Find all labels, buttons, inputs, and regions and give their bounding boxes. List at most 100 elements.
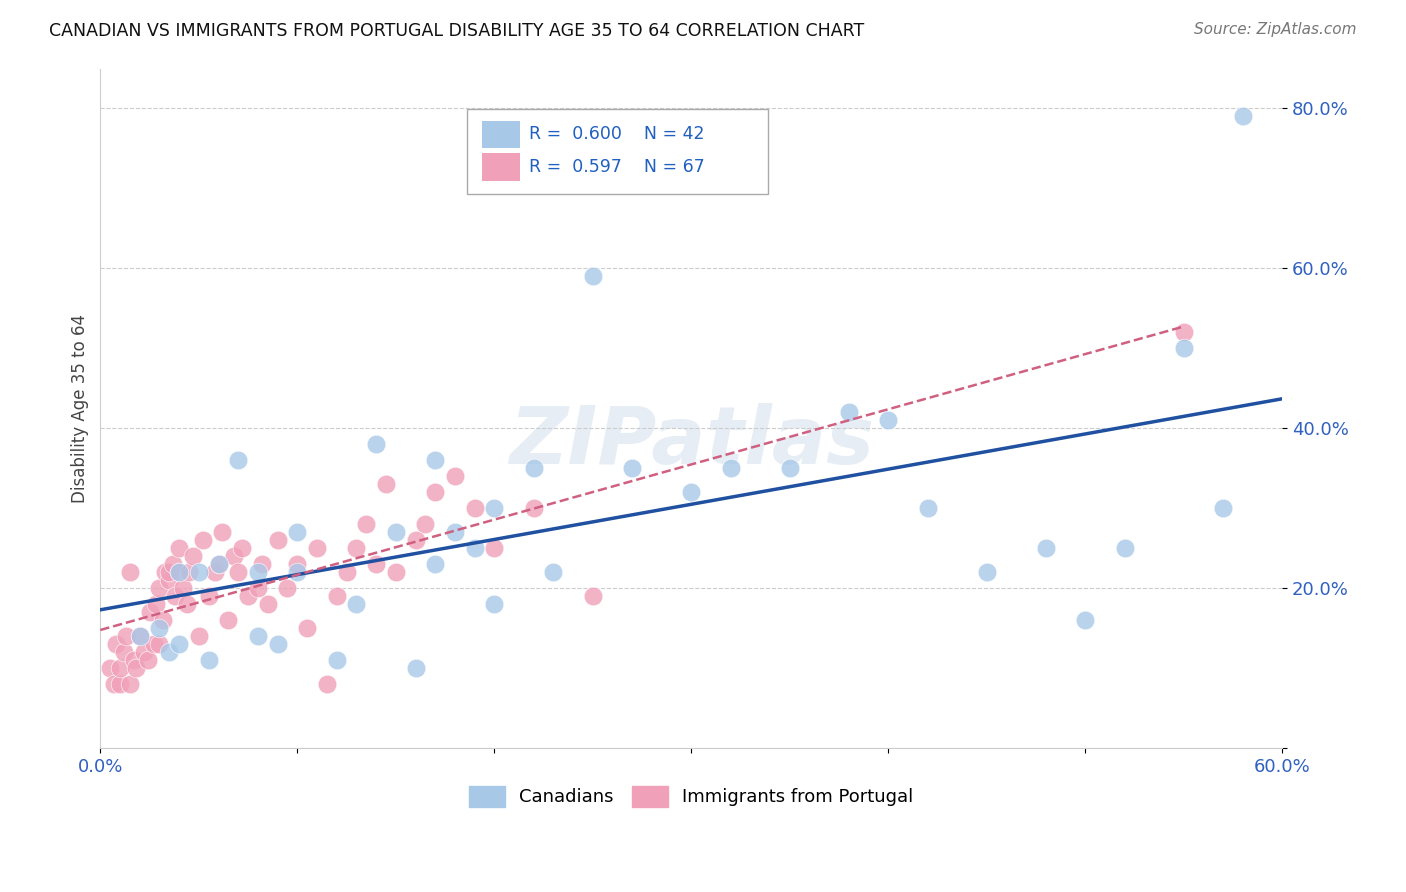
Point <box>523 461 546 475</box>
Point <box>226 453 249 467</box>
Point <box>108 677 131 691</box>
Point <box>1114 541 1136 556</box>
Point <box>103 677 125 691</box>
Point <box>315 677 337 691</box>
Point <box>176 597 198 611</box>
Point <box>779 461 801 475</box>
Point <box>295 621 318 635</box>
Point <box>191 533 214 548</box>
Point <box>681 485 703 500</box>
Point <box>720 461 742 475</box>
Point <box>256 597 278 611</box>
Point <box>108 661 131 675</box>
Point <box>162 557 184 571</box>
Point <box>231 541 253 556</box>
Point <box>444 469 467 483</box>
Bar <box>482 153 520 181</box>
Point <box>385 565 408 579</box>
Bar <box>482 120 520 148</box>
Point <box>132 645 155 659</box>
Point <box>148 621 170 635</box>
Point <box>236 589 259 603</box>
Point <box>115 629 138 643</box>
Point <box>157 645 180 659</box>
Point <box>250 557 273 571</box>
Point <box>285 525 308 540</box>
Point <box>136 653 159 667</box>
Point <box>167 637 190 651</box>
Point <box>484 501 506 516</box>
Point <box>128 629 150 643</box>
Point <box>582 269 605 284</box>
Point <box>285 557 308 571</box>
Text: Source: ZipAtlas.com: Source: ZipAtlas.com <box>1194 22 1357 37</box>
Point <box>197 653 219 667</box>
Point <box>366 437 388 451</box>
Point <box>1173 326 1195 340</box>
Point <box>172 581 194 595</box>
Point <box>366 557 388 571</box>
Point <box>167 565 190 579</box>
Point <box>425 453 447 467</box>
Text: ZIPatlas: ZIPatlas <box>509 403 873 482</box>
Point <box>276 581 298 595</box>
Point <box>187 629 209 643</box>
Point <box>335 565 357 579</box>
Point <box>207 557 229 571</box>
Point <box>246 629 269 643</box>
Point <box>142 637 165 651</box>
Point <box>157 565 180 579</box>
Point <box>1173 341 1195 355</box>
Text: R =  0.597    N = 67: R = 0.597 N = 67 <box>530 158 706 176</box>
Point <box>155 565 177 579</box>
Point <box>484 541 506 556</box>
Point <box>118 565 141 579</box>
Point <box>226 565 249 579</box>
Legend: Canadians, Immigrants from Portugal: Canadians, Immigrants from Portugal <box>461 779 921 814</box>
Point <box>118 677 141 691</box>
Point <box>125 661 148 675</box>
Point <box>165 589 187 603</box>
Point <box>425 557 447 571</box>
Point <box>1232 110 1254 124</box>
Point <box>464 541 486 556</box>
Point <box>187 565 209 579</box>
Point <box>976 565 998 579</box>
Point <box>98 661 121 675</box>
Point <box>197 589 219 603</box>
Point <box>148 581 170 595</box>
Point <box>356 517 378 532</box>
Point <box>877 413 900 427</box>
Point <box>523 501 546 516</box>
Point <box>325 653 347 667</box>
Point <box>167 565 190 579</box>
Point <box>375 477 398 491</box>
Point <box>266 533 288 548</box>
Point <box>346 541 368 556</box>
Point <box>405 661 427 675</box>
Point <box>181 549 204 564</box>
Point <box>207 557 229 571</box>
Point <box>385 525 408 540</box>
Point <box>1074 613 1097 627</box>
Point <box>246 565 269 579</box>
Point <box>138 605 160 619</box>
Point <box>1035 541 1057 556</box>
Point <box>204 565 226 579</box>
Point <box>177 565 200 579</box>
Point <box>621 461 644 475</box>
Point <box>325 589 347 603</box>
Point <box>266 637 288 651</box>
Text: R =  0.600    N = 42: R = 0.600 N = 42 <box>530 126 704 144</box>
Point <box>145 597 167 611</box>
Point <box>838 405 860 419</box>
Point <box>444 525 467 540</box>
Text: CANADIAN VS IMMIGRANTS FROM PORTUGAL DISABILITY AGE 35 TO 64 CORRELATION CHART: CANADIAN VS IMMIGRANTS FROM PORTUGAL DIS… <box>49 22 865 40</box>
FancyBboxPatch shape <box>467 110 768 194</box>
Point <box>305 541 328 556</box>
Point <box>917 501 939 516</box>
Point <box>484 597 506 611</box>
Point <box>246 581 269 595</box>
Point <box>152 613 174 627</box>
Point <box>582 589 605 603</box>
